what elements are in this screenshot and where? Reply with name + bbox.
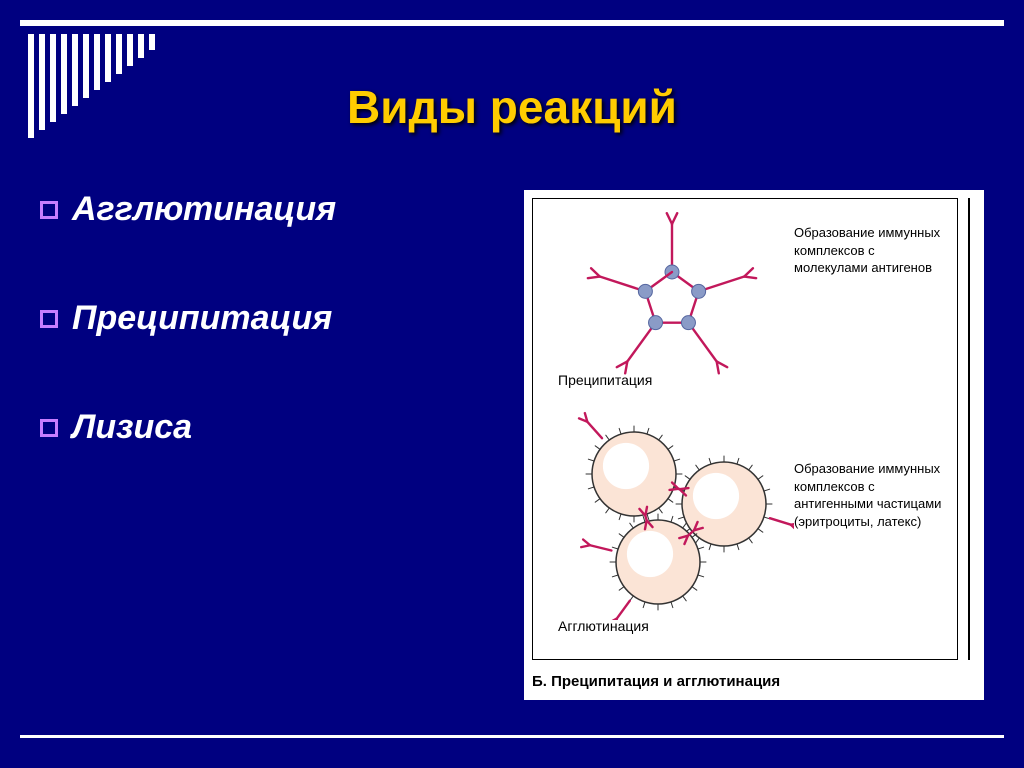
bullet-list-container: Агглютинация Преципитация Лизиса	[40, 190, 504, 698]
precipitation-label: Преципитация	[558, 372, 652, 388]
agglutination-label: Агглютинация	[558, 618, 649, 634]
bullet-marker-icon	[40, 201, 58, 219]
decor-bar	[138, 34, 144, 58]
figure-right-rule	[968, 198, 970, 660]
agglutination-diagram	[554, 410, 794, 620]
figure-footer: Б. Преципитация и агглютинация	[532, 673, 976, 690]
bullet-text: Агглютинация	[72, 190, 336, 229]
bullet-marker-icon	[40, 419, 58, 437]
bullet-marker-icon	[40, 310, 58, 328]
agglutination-caption: Образование иммунных комплексов с антиге…	[794, 460, 954, 530]
decor-bar	[105, 34, 111, 82]
slide-title: Виды реакций	[0, 80, 1024, 134]
content-area: Агглютинация Преципитация Лизиса Преципита…	[40, 190, 984, 698]
precipitation-caption: Образование иммунных комплексов с молеку…	[794, 224, 944, 277]
bullet-text: Преципитация	[72, 299, 332, 338]
decor-bar	[116, 34, 122, 74]
list-item: Агглютинация	[40, 190, 504, 229]
decor-bar	[127, 34, 133, 66]
list-item: Преципитация	[40, 299, 504, 338]
bottom-rule	[20, 735, 1004, 738]
figure-panel: Преципитация Образование иммунных компле…	[524, 190, 984, 700]
bullet-list: Агглютинация Преципитация Лизиса	[40, 190, 504, 447]
bullet-text: Лизиса	[72, 408, 192, 447]
decor-bar	[149, 34, 155, 50]
top-rule	[20, 20, 1004, 26]
precipitation-diagram	[582, 212, 762, 382]
list-item: Лизиса	[40, 408, 504, 447]
